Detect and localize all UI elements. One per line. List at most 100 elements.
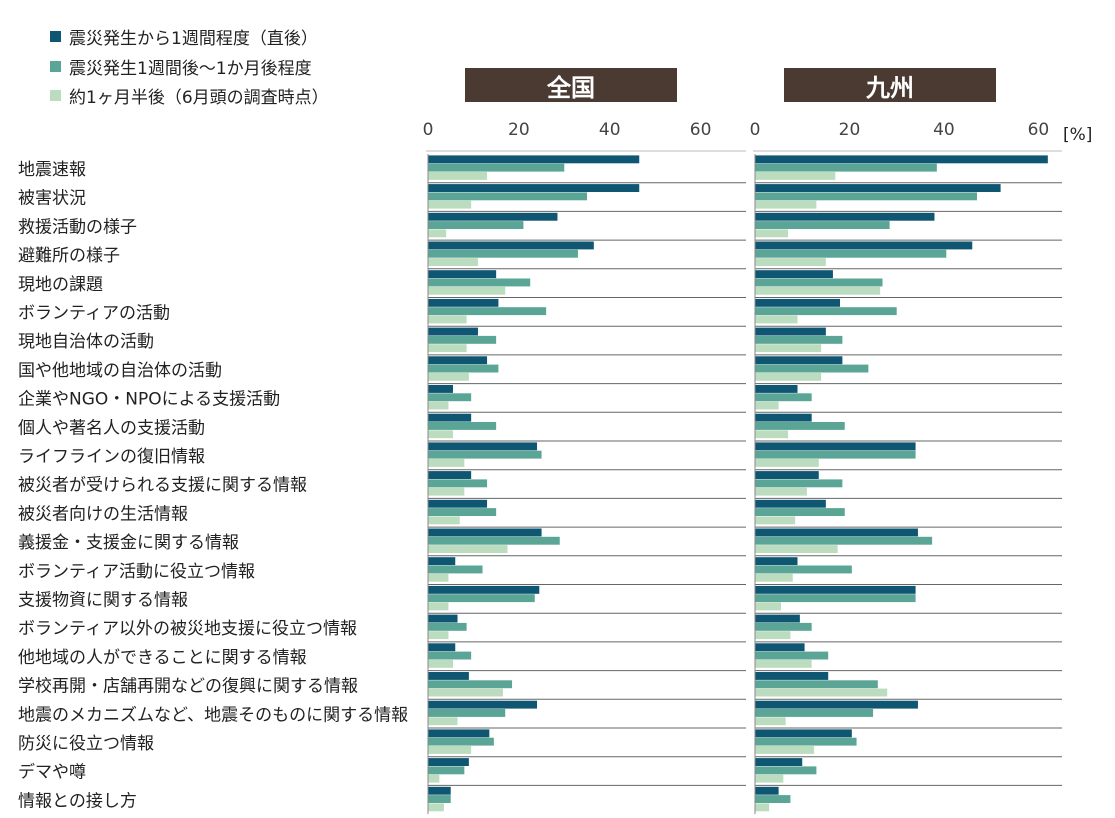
panel-1-bar-s2-c1 — [428, 163, 565, 172]
panel-2-bar-s2-c8 — [755, 364, 869, 373]
panel-1-tick-1: 0 — [423, 120, 434, 140]
panel-2-bar-s1-c13 — [755, 499, 826, 508]
panel-1-tick-4: 60 — [690, 120, 712, 140]
panel-2-bar-s1-c11 — [755, 442, 916, 451]
panel-1-bar-s3-c16 — [428, 602, 449, 611]
panel-2-bar-s3-c17 — [755, 631, 791, 640]
panel-title-national: 全国 — [465, 68, 677, 102]
panel-1-bar-s2-c7 — [428, 335, 497, 344]
panel-2-bar-s1-c6 — [755, 298, 841, 307]
panel-2-bar-s2-c5 — [755, 278, 883, 287]
panel-2-bar-s1-c12 — [755, 471, 819, 479]
panel-2-bar-s3-c4 — [755, 258, 826, 266]
panel-1-bar-s3-c13 — [428, 516, 460, 525]
panel-1-bar-s2-c12 — [428, 479, 488, 488]
panel-1-bar-s1-c16 — [428, 585, 540, 594]
category-label-10: 個人や著名人の支援活動 — [18, 418, 205, 438]
panel-1-bar-s3-c4 — [428, 258, 478, 266]
panel-1-bar-s2-c22 — [428, 766, 465, 775]
panel-1-bar-s3-c6 — [428, 315, 467, 324]
category-label-8: 国や他地域の自治体の活動 — [18, 361, 222, 381]
category-label-4: 避難所の様子 — [18, 246, 120, 266]
panel-2-bar-s2-c14 — [755, 536, 933, 545]
category-label-6: ボランティアの活動 — [18, 304, 170, 324]
category-label-13: 被災者向けの生活情報 — [18, 504, 188, 524]
panel-1-bar-s1-c18 — [428, 643, 456, 652]
panel-2-bar-s3-c23 — [755, 803, 770, 812]
category-label-21: 防災に役立つ情報 — [18, 734, 154, 754]
panel-2-bar-s1-c17 — [755, 614, 800, 623]
panel-2-bar-s1-c7 — [755, 327, 826, 336]
panel-1-bar-s1-c13 — [428, 499, 488, 508]
panel-2-bar-s2-c22 — [755, 766, 817, 775]
panel-2-bar-s1-c21 — [755, 729, 852, 738]
panel-2-bar-s3-c9 — [755, 401, 779, 410]
panel-1-bar-s2-c9 — [428, 393, 472, 402]
panel-2-bar-s2-c19 — [755, 680, 878, 689]
panel-2-bar-s3-c18 — [755, 659, 812, 668]
legend-label-2: 震災発生1週間後～1か月後程度 — [69, 58, 312, 79]
panel-1-bar-s3-c17 — [428, 631, 449, 640]
panel-2-bar-s1-c22 — [755, 758, 803, 766]
panel-1-bar-s1-c12 — [428, 471, 472, 479]
category-label-11: ライフラインの復旧情報 — [18, 447, 205, 467]
panel-2-bar-s1-c16 — [755, 585, 916, 594]
panel-2-bar-s3-c21 — [755, 746, 815, 754]
panel-2-bar-s2-c11 — [755, 450, 916, 459]
category-label-2: 被害状況 — [18, 189, 86, 209]
panel-2-bar-s3-c20 — [755, 717, 786, 726]
panel-2-bar-s2-c23 — [755, 795, 791, 803]
panel-1-bar-s1-c2 — [428, 184, 640, 192]
category-label-15: ボランティア活動に役立つ情報 — [18, 562, 255, 582]
panel-1-bar-s2-c18 — [428, 651, 472, 660]
panel-1-bar-s1-c17 — [428, 614, 458, 623]
category-label-14: 義援金・支援金に関する情報 — [18, 533, 239, 553]
panel-2-bar-s2-c10 — [755, 422, 845, 430]
panel-2-bar-s3-c7 — [755, 344, 822, 353]
panel-2-bar-s1-c18 — [755, 643, 805, 652]
panel-2-bar-s3-c10 — [755, 430, 789, 439]
category-label-17: ボランティア以外の被災地支援に役立つ情報 — [18, 619, 357, 639]
category-label-20: 地震のメカニズムなど、地震そのものに関する情報 — [18, 705, 408, 725]
panel-2-bar-s3-c16 — [755, 602, 781, 611]
panel-2-bar-s2-c3 — [755, 221, 890, 229]
panel-2-bar-s1-c8 — [755, 356, 843, 365]
panel-2-bar-s3-c1 — [755, 172, 836, 180]
panel-1-bar-s2-c8 — [428, 364, 499, 373]
panel-2-bar-s1-c5 — [755, 270, 833, 279]
panel-1-bar-s2-c21 — [428, 737, 494, 746]
panel-2-bar-s1-c23 — [755, 786, 779, 795]
panel-2-bar-s3-c3 — [755, 229, 789, 238]
panel-1-bar-s2-c17 — [428, 622, 467, 631]
legend-item-3: 約1ヶ月半後（6月頭の調査時点） — [50, 83, 329, 108]
panel-1-bar-s1-c6 — [428, 298, 499, 307]
panel-1-bar-s3-c10 — [428, 430, 453, 439]
panel-2-bar-s3-c14 — [755, 545, 838, 553]
panel-2-tick-4: 60 — [1028, 120, 1050, 140]
panel-2-tick-3: 40 — [933, 120, 955, 140]
panel-1-bar-s1-c7 — [428, 327, 478, 336]
panel-1-bar-s3-c21 — [428, 746, 472, 754]
category-label-12: 被災者が受けられる支援に関する情報 — [18, 476, 307, 496]
panel-1-bar-s3-c18 — [428, 659, 453, 668]
legend-item-2: 震災発生1週間後～1か月後程度 — [50, 54, 312, 79]
panel-1-bar-s3-c3 — [428, 229, 447, 238]
category-label-16: 支援物資に関する情報 — [18, 591, 188, 611]
panel-2-bar-s3-c15 — [755, 573, 793, 582]
panel-2-bar-s1-c10 — [755, 413, 812, 422]
panel-2-bar-s3-c11 — [755, 459, 819, 467]
panel-2-bar-s1-c4 — [755, 241, 973, 250]
panel-1-bar-s3-c15 — [428, 573, 449, 582]
panel-2-bar-s3-c13 — [755, 516, 796, 525]
panel-2-bar-s3-c19 — [755, 688, 888, 697]
panel-2-bar-s2-c7 — [755, 335, 843, 344]
panel-2-bar-s2-c6 — [755, 307, 897, 316]
panel-1-bar-s2-c13 — [428, 508, 497, 516]
panel-1-bar-s1-c19 — [428, 672, 469, 680]
panel-1-bar-s1-c3 — [428, 212, 558, 221]
panel-2-bar-s1-c20 — [755, 700, 918, 709]
panel-1-bar-s3-c11 — [428, 459, 465, 467]
panel-1-bar-s1-c5 — [428, 270, 497, 279]
panel-1-bar-s2-c16 — [428, 594, 535, 603]
